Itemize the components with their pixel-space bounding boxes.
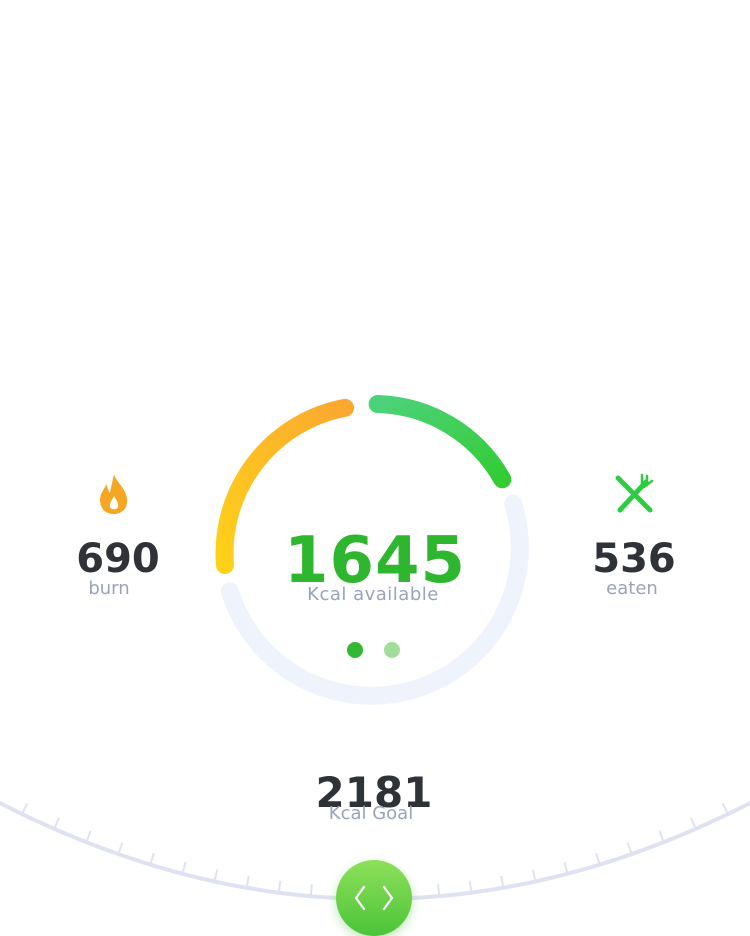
dial-tick xyxy=(85,830,92,843)
dial-tick xyxy=(53,817,60,830)
ring-track xyxy=(220,494,529,705)
dial-tick xyxy=(21,802,29,815)
fork-knife-icon xyxy=(612,472,656,516)
goal-label: Kcal Goal xyxy=(328,803,414,824)
eaten-value: 536 xyxy=(592,536,676,582)
dial-tick xyxy=(658,830,665,843)
dial-tick xyxy=(309,884,313,897)
burn-label: burn xyxy=(88,578,130,599)
dial-tick xyxy=(149,852,155,865)
dial-tick xyxy=(468,880,473,893)
dial-tick xyxy=(531,869,537,882)
dial-tick xyxy=(500,875,505,888)
dial-tick xyxy=(117,842,124,855)
dial-tick xyxy=(563,861,569,875)
dial-tick xyxy=(181,861,187,875)
dial-tick xyxy=(595,852,601,865)
burn-arc xyxy=(215,398,354,574)
dial-drag-button[interactable] xyxy=(336,860,412,936)
dial-tick xyxy=(277,880,282,893)
pager-dot-1[interactable] xyxy=(347,642,363,658)
dial-tick xyxy=(437,884,441,897)
dial-tick xyxy=(690,817,697,830)
dial-tick xyxy=(245,875,250,888)
burn-value: 690 xyxy=(76,536,160,582)
dial-tick xyxy=(626,842,633,855)
eaten-label: eaten xyxy=(606,578,658,599)
available-label: Kcal available xyxy=(307,584,439,605)
eaten-arc xyxy=(368,395,512,489)
goal-value: 2181 xyxy=(315,768,433,817)
chevron-left-right-icon xyxy=(354,885,394,911)
dial-tick xyxy=(213,869,219,882)
flame-icon xyxy=(96,472,132,516)
dial-tick xyxy=(721,802,729,815)
pager-dot-2[interactable] xyxy=(384,642,400,658)
available-value: 1645 xyxy=(283,524,467,598)
